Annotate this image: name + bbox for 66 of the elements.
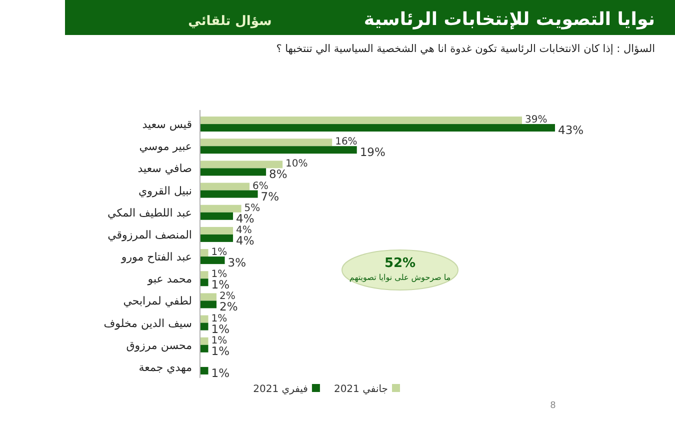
chart-title: نوايا التصويت للإنتخابات الرئاسية (364, 9, 655, 30)
data-label: 7% (260, 189, 280, 204)
bar (200, 271, 208, 279)
bar (200, 116, 522, 124)
annotation: ما صرحوش على نوايا تصويتهم (349, 273, 451, 282)
bar (200, 249, 208, 257)
y-tick-label: محسن مرزوق (126, 338, 192, 352)
bar (200, 366, 208, 374)
y-tick-label: عبير موسي (139, 140, 192, 154)
bar (200, 300, 217, 308)
data-label: 10% (286, 158, 308, 170)
data-label: 6% (252, 180, 268, 192)
data-label: 1% (211, 313, 228, 324)
data-label: 3% (228, 256, 246, 270)
bar (200, 182, 250, 190)
y-tick-label: قيس سعيد (142, 118, 192, 132)
data-label: 1% (211, 269, 228, 280)
data-label: 1% (211, 322, 230, 336)
data-label: 4% (236, 211, 254, 226)
legend-label: فيفري 2021 (253, 384, 308, 395)
bar (200, 234, 234, 242)
bar (200, 204, 242, 212)
y-tick-label: عبد الفتاح مورو (120, 250, 192, 264)
y-tick-label: صافي سعيد (138, 162, 192, 176)
bar (200, 160, 283, 168)
bar (200, 337, 208, 345)
y-tick-label: نبيل القروي (138, 184, 192, 198)
y-tick-label: مهدي جمعة (138, 360, 192, 374)
legend-label: جانفي 2021 (334, 384, 388, 395)
bar (200, 190, 258, 198)
text: 8 (550, 401, 556, 411)
data-label: 19% (360, 145, 386, 160)
bar (200, 146, 357, 154)
data-label: 5% (244, 202, 260, 214)
y-tick-label: المنصف المرزوقي (108, 228, 192, 242)
data-label: 4% (236, 233, 254, 248)
y-tick-label: محمد عبو (146, 272, 192, 286)
data-label: 16% (335, 136, 358, 148)
data-label: 2% (220, 300, 238, 314)
bar (200, 138, 332, 146)
bar (200, 212, 234, 220)
bar (200, 293, 217, 301)
data-label: 2% (220, 291, 236, 302)
data-label: 1% (211, 335, 228, 346)
bar (200, 256, 225, 264)
data-label: 1% (211, 344, 230, 358)
bar (200, 124, 555, 132)
bar (200, 315, 208, 323)
bar (200, 168, 266, 176)
data-label: 1% (211, 366, 230, 380)
bar (200, 344, 208, 352)
bar (200, 322, 208, 330)
bar (200, 226, 234, 234)
data-label: 43% (558, 123, 584, 138)
text: السؤال : إذا كان الانتخابات الرئاسية تكون غدوة انا هي الشخصية السياسية الي تنتخبها ؟ (276, 43, 655, 55)
data-label: 39% (524, 114, 548, 126)
y-tick-label: سيف الدين مخلوف (104, 316, 192, 330)
data-label: 1% (211, 247, 228, 258)
data-label: 4% (236, 224, 252, 236)
chart-subtitle: سؤال تلقائي (188, 14, 272, 29)
y-tick-label: لطفي لمرابحي (123, 294, 192, 308)
y-tick-label: عبد اللطيف المكي (108, 206, 192, 220)
data-label: 1% (211, 278, 230, 292)
bar (200, 278, 208, 286)
annotation: 52% (384, 256, 416, 271)
data-label: 8% (269, 167, 288, 182)
